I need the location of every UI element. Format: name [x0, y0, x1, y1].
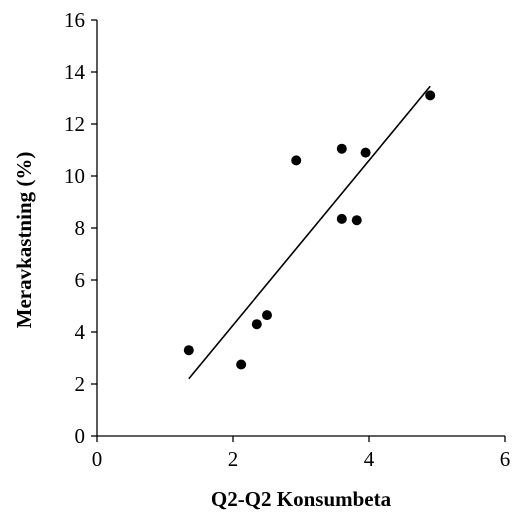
y-tick-label: 8: [75, 216, 86, 240]
data-point: [351, 215, 362, 226]
y-tick-label: 6: [75, 268, 86, 292]
data-point: [183, 345, 194, 356]
y-tick-label: 14: [64, 60, 86, 84]
x-tick-label: 0: [92, 447, 103, 471]
y-tick-label: 0: [75, 424, 86, 448]
y-tick-label: 12: [64, 112, 85, 136]
trendline-layer: [188, 85, 431, 380]
y-axis-ticks: 0 2 4 6 8 10 12 14 16: [64, 8, 97, 448]
data-point: [236, 359, 247, 370]
trendline: [188, 85, 431, 380]
x-tick-label: 4: [364, 447, 375, 471]
x-tick-label: 2: [228, 447, 239, 471]
y-tick-label: 10: [64, 164, 85, 188]
axes: [96, 20, 505, 437]
y-tick-label: 16: [64, 8, 85, 32]
data-point: [425, 90, 436, 101]
data-points: [183, 90, 436, 370]
x-tick-label: 6: [500, 447, 511, 471]
y-tick-label: 2: [75, 372, 86, 396]
data-point: [291, 155, 302, 166]
data-point: [251, 319, 262, 330]
y-axis-title: Meravkastning (%): [12, 152, 36, 329]
data-point: [360, 147, 371, 158]
y-tick-label: 4: [75, 320, 86, 344]
data-point: [336, 143, 347, 154]
data-point: [336, 213, 347, 224]
x-axis-title: Q2-Q2 Konsumbeta: [211, 487, 392, 511]
x-axis-ticks: 0 2 4 6: [92, 436, 511, 471]
data-point: [262, 310, 272, 321]
